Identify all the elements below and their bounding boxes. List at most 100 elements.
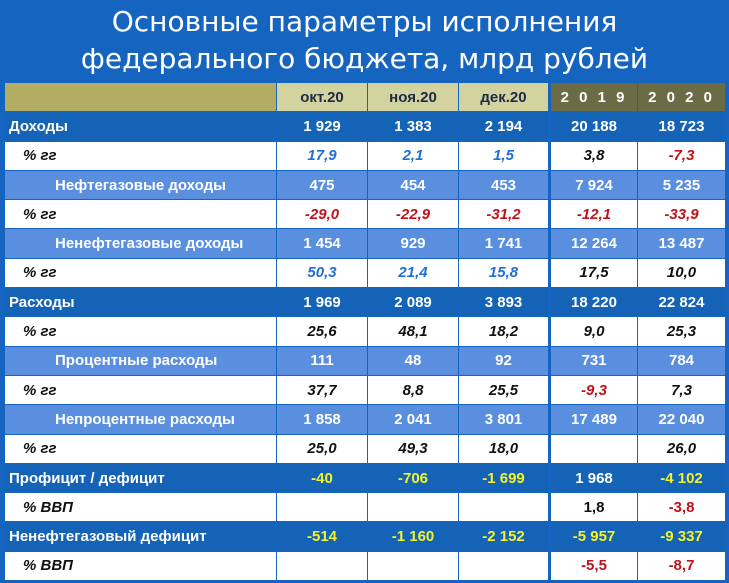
table-row: % гг 25,0 49,3 18,0 26,0: [4, 433, 726, 464]
table-row: % гг -29,0 -22,9 -31,2 -12,1 -33,9: [4, 199, 726, 230]
cell: -12,1: [548, 199, 638, 230]
cell: 17,5: [548, 257, 638, 289]
cell: -7,3: [637, 140, 726, 171]
table-row: Ненефтегазовые доходы 1 454 929 1 741 12…: [4, 228, 726, 259]
table-row: % гг 37,7 8,8 25,5 -9,3 7,3: [4, 374, 726, 406]
cell: 1 858: [276, 404, 368, 435]
cell: 37,7: [276, 374, 368, 406]
row-label: % гг: [4, 257, 277, 289]
cell: [458, 492, 550, 523]
header-cell-dec20: дек.20: [458, 81, 550, 113]
table-row: Непроцентные расходы 1 858 2 041 3 801 1…: [4, 404, 726, 435]
row-label: % гг: [4, 433, 277, 464]
table-row: Нефтегазовые доходы 475 454 453 7 924 5 …: [4, 169, 726, 201]
row-label: % гг: [4, 140, 277, 171]
table-row: Профицит / дефицит -40 -706 -1 699 1 968…: [4, 462, 726, 494]
cell: -40: [276, 462, 368, 494]
cell: 1 968: [548, 462, 638, 494]
page-title: Основные параметры исполнения федерально…: [0, 0, 729, 80]
cell: -2 152: [458, 521, 550, 552]
table-row: % гг 17,9 2,1 1,5 3,8 -7,3: [4, 140, 726, 171]
header-row: окт.20 ноя.20 дек.20 2 0 1 9 2 0 2 0: [4, 81, 726, 113]
cell: 17 489: [548, 404, 638, 435]
table-row: Ненефтегазовый дефицит -514 -1 160 -2 15…: [4, 521, 726, 552]
cell: 20 188: [548, 111, 638, 142]
row-label: % гг: [4, 316, 277, 347]
cell: 49,3: [367, 433, 459, 464]
cell: -9,3: [548, 374, 638, 406]
cell: 3 801: [458, 404, 550, 435]
cell: -1 699: [458, 462, 550, 494]
title-line-1: Основные параметры исполнения: [111, 5, 618, 38]
cell: -5 957: [548, 521, 638, 552]
cell: 26,0: [637, 433, 726, 464]
cell: -31,2: [458, 199, 550, 230]
cell: 2,1: [367, 140, 459, 171]
cell: 9,0: [548, 316, 638, 347]
cell: [548, 433, 638, 464]
row-label: Процентные расходы: [4, 345, 277, 376]
cell: 17,9: [276, 140, 368, 171]
table-row: Доходы 1 929 1 383 2 194 20 188 18 723: [4, 111, 726, 142]
cell: 25,5: [458, 374, 550, 406]
cell: 454: [367, 169, 459, 201]
cell: 929: [367, 228, 459, 259]
cell: 21,4: [367, 257, 459, 289]
cell: 1 929: [276, 111, 368, 142]
header-cell-2020: 2 0 2 0: [637, 81, 726, 113]
row-label: % гг: [4, 374, 277, 406]
cell: 3 893: [458, 287, 550, 318]
header-cell-label: [4, 81, 277, 113]
cell: -3,8: [637, 492, 726, 523]
cell: 48,1: [367, 316, 459, 347]
cell: 5 235: [637, 169, 726, 201]
row-label: Ненефтегазовые доходы: [4, 228, 277, 259]
cell: [458, 550, 550, 582]
cell: 12 264: [548, 228, 638, 259]
cell: 13 487: [637, 228, 726, 259]
table-row: % ВВП 1,8 -3,8: [4, 492, 726, 523]
cell: 15,8: [458, 257, 550, 289]
cell: 1 741: [458, 228, 550, 259]
cell: 8,8: [367, 374, 459, 406]
cell: 22 040: [637, 404, 726, 435]
cell: -29,0: [276, 199, 368, 230]
row-label: Профицит / дефицит: [4, 462, 277, 494]
budget-table: окт.20 ноя.20 дек.20 2 0 1 9 2 0 2 0 Дох…: [4, 81, 726, 582]
row-label: Непроцентные расходы: [4, 404, 277, 435]
cell: [367, 492, 459, 523]
cell: -9 337: [637, 521, 726, 552]
cell: 1 969: [276, 287, 368, 318]
row-label: Расходы: [4, 287, 277, 318]
cell: 2 194: [458, 111, 550, 142]
cell: [367, 550, 459, 582]
cell: -706: [367, 462, 459, 494]
cell: 22 824: [637, 287, 726, 318]
cell: 18 220: [548, 287, 638, 318]
cell: -33,9: [637, 199, 726, 230]
table-row: Процентные расходы 111 48 92 731 784: [4, 345, 726, 376]
cell: 50,3: [276, 257, 368, 289]
cell: 92: [458, 345, 550, 376]
cell: 48: [367, 345, 459, 376]
cell: -1 160: [367, 521, 459, 552]
cell: 3,8: [548, 140, 638, 171]
cell: 731: [548, 345, 638, 376]
cell: 18 723: [637, 111, 726, 142]
table-row: % ВВП -5,5 -8,7: [4, 550, 726, 582]
row-label: % ВВП: [4, 492, 277, 523]
row-label: Доходы: [4, 111, 277, 142]
cell: -5,5: [548, 550, 638, 582]
cell: 1 383: [367, 111, 459, 142]
title-line-2: федерального бюджета, млрд рублей: [80, 42, 649, 75]
header-cell-2019: 2 0 1 9: [548, 81, 638, 113]
cell: 2 089: [367, 287, 459, 318]
table-row: Расходы 1 969 2 089 3 893 18 220 22 824: [4, 287, 726, 318]
cell: -514: [276, 521, 368, 552]
cell: 10,0: [637, 257, 726, 289]
cell: 453: [458, 169, 550, 201]
cell: 1,5: [458, 140, 550, 171]
row-label: % ВВП: [4, 550, 277, 582]
cell: 784: [637, 345, 726, 376]
header-cell-nov20: ноя.20: [367, 81, 459, 113]
